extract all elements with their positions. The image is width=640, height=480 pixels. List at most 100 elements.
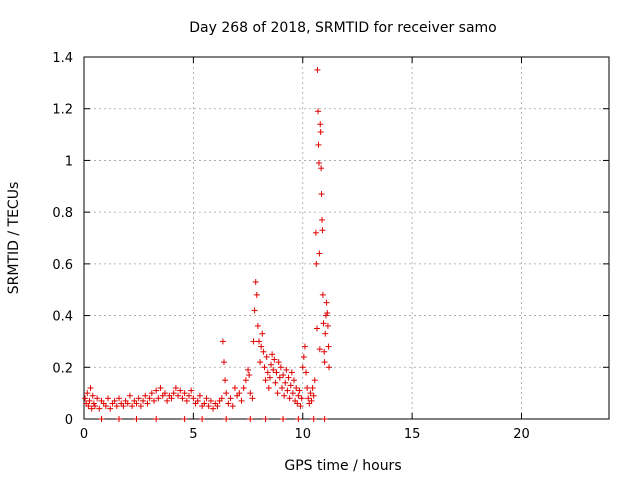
data-point (303, 369, 310, 376)
data-point (96, 405, 103, 412)
data-point (207, 397, 214, 404)
data-point (321, 416, 328, 422)
data-point (319, 216, 325, 223)
data-point (201, 400, 208, 407)
data-point (320, 320, 327, 327)
data-point (91, 403, 98, 410)
data-point (262, 377, 269, 384)
data-point (249, 395, 256, 402)
data-point (219, 338, 226, 345)
data-point (157, 384, 164, 391)
data-point (319, 227, 326, 234)
data-point (268, 361, 275, 368)
data-point (87, 384, 94, 391)
data-point (258, 343, 265, 350)
data-point (305, 395, 312, 402)
data-point (246, 372, 253, 379)
data-point (280, 372, 287, 379)
data-point (274, 390, 281, 397)
data-point (286, 395, 293, 402)
data-point (90, 400, 97, 407)
data-point (222, 377, 229, 384)
data-point (86, 397, 93, 404)
data-point (324, 322, 331, 329)
data-point (164, 397, 171, 404)
data-point (256, 338, 262, 345)
data-point (307, 390, 314, 397)
data-point (261, 364, 268, 371)
y-axis-label: SRMTID / TECUs (6, 182, 22, 295)
data-point (310, 416, 317, 422)
data-point (105, 395, 112, 402)
data-point (146, 395, 153, 402)
data-point (177, 387, 184, 394)
data-point (252, 278, 259, 285)
data-point (281, 392, 288, 399)
data-point (276, 374, 283, 381)
data-point (175, 392, 182, 399)
data-point (88, 405, 95, 412)
data-point (283, 366, 290, 373)
data-point (94, 395, 101, 402)
data-point (247, 416, 254, 422)
data-point (107, 405, 114, 412)
data-point (236, 390, 243, 397)
data-point (322, 330, 329, 337)
y-tick-label: 0.8 (52, 206, 73, 221)
x-tick-labels: 0 5 10 15 20 (80, 427, 530, 442)
data-point (299, 364, 306, 371)
data-point (142, 392, 149, 399)
data-point (317, 128, 324, 135)
data-point (263, 353, 270, 360)
data-point (242, 377, 249, 384)
data-point (278, 384, 285, 391)
data-point (313, 325, 320, 332)
data-point (82, 395, 89, 402)
plot-frame (83, 56, 610, 420)
data-point (272, 379, 279, 386)
data-point (153, 416, 160, 422)
data-point (262, 416, 269, 422)
data-point (265, 384, 272, 391)
x-axis-label: GPS time / hours (284, 458, 401, 474)
data-point (273, 369, 280, 376)
data-point (111, 397, 118, 404)
data-point (126, 392, 133, 399)
data-point (317, 121, 324, 128)
data-point (315, 108, 322, 115)
data-point (251, 307, 258, 314)
data-point (129, 403, 136, 410)
data-point (321, 359, 328, 366)
data-point (321, 348, 328, 355)
data-point (179, 395, 186, 402)
data-point (260, 348, 267, 355)
data-point (247, 390, 254, 397)
data-point (181, 390, 188, 397)
data-point (315, 141, 322, 148)
data-point (253, 291, 260, 298)
data-point (275, 359, 282, 366)
data-point (309, 384, 316, 391)
data-point (270, 366, 277, 373)
x-tick-label: 10 (294, 427, 311, 442)
x-tick-label: 15 (404, 427, 421, 442)
data-point (296, 387, 303, 394)
data-point (318, 165, 325, 172)
data-point (301, 343, 308, 350)
data-point (89, 392, 96, 399)
data-point (259, 330, 266, 337)
data-point (85, 403, 92, 410)
y-tick-label: 0.6 (52, 258, 73, 273)
data-point (325, 343, 332, 350)
data-point (245, 366, 252, 373)
data-point (221, 359, 227, 366)
data-point (314, 66, 321, 73)
data-point (151, 397, 157, 404)
data-point (280, 416, 287, 422)
data-point (254, 322, 261, 329)
data-point (295, 416, 302, 422)
data-point (218, 395, 225, 402)
data-point (181, 416, 188, 422)
data-point (304, 384, 311, 391)
